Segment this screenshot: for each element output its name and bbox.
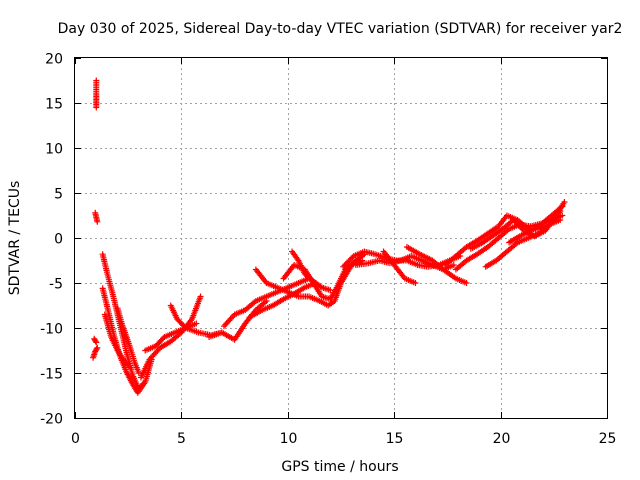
data-point [559,203,566,210]
data-point [519,226,526,233]
y-tick-label: 0 [54,232,63,248]
data-point [518,225,525,232]
x-tick-label: 15 [386,431,404,447]
plot-frame [74,57,608,419]
data-point [197,293,204,300]
data-track-plateau-3 [380,248,419,286]
data-point [127,364,134,371]
data-point [181,323,188,330]
data-point [340,263,347,270]
data-track-mid-5 [289,248,334,294]
x-tick-label: 10 [280,431,298,447]
data-point [93,346,100,352]
data-point [463,280,470,286]
data-point [561,199,568,205]
y-tick-label: -5 [49,277,63,293]
data-point [94,344,101,351]
data-track-late-5 [506,203,566,246]
data-point [515,222,522,229]
data-point [349,254,356,261]
data-track-blip-c [90,344,101,361]
y-tick-label: 10 [45,142,63,158]
y-tick-label: -15 [40,367,63,383]
y-axis-label: SDTVAR / TECUs [7,181,23,296]
data-track-blip-a [92,209,101,225]
x-tick-label: 0 [71,431,80,447]
x-tick-label: 25 [599,431,617,447]
data-points [90,77,568,396]
data-track-spike [93,77,100,111]
data-point [92,338,99,345]
y-tick-label: 20 [45,52,63,68]
data-point [344,259,351,266]
data-point [93,77,100,84]
data-track-dip-3 [101,311,134,371]
y-tick-label: -10 [40,322,63,338]
data-track-plateau-4 [403,244,470,286]
y-tick-label: 15 [45,97,63,113]
data-point [517,223,524,230]
data-point [348,255,355,262]
data-point [135,370,142,376]
x-tick-label: 5 [177,431,186,447]
x-axis-label: GPS time / hours [281,459,398,475]
chart-title: Day 030 of 2025, Sidereal Day-to-day VTE… [58,21,623,37]
data-track-dip-4 [114,305,142,376]
data-point [514,221,521,228]
data-point [94,218,101,225]
data-point [359,257,366,264]
y-tick-label: -20 [40,412,63,428]
data-point [346,257,353,264]
data-point [193,320,200,327]
data-point [513,219,520,226]
data-point [511,218,518,225]
data-track-blip-b [91,335,100,346]
data-point [345,258,352,265]
data-point [559,212,566,219]
data-point [341,262,348,269]
data-point [412,280,419,286]
data-point [93,339,100,346]
data-point [510,217,517,223]
x-tick-label: 20 [493,431,511,447]
data-point [450,262,457,268]
y-tick-label: 5 [54,187,63,203]
data-point [342,261,349,268]
data-point [327,287,334,294]
data-track-late-4 [482,208,564,270]
